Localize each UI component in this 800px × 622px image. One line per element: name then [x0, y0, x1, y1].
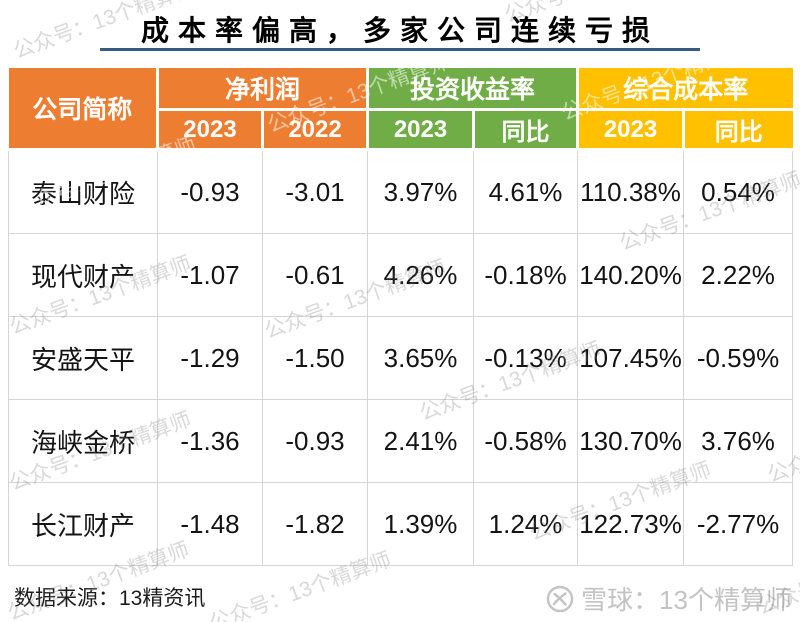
cell-value: -1.29: [157, 316, 263, 400]
subheader-yield-yoy: 同比: [472, 109, 578, 151]
page-title: 成本率偏高，多家公司连续亏损: [140, 15, 659, 46]
cell-value: 1.24%: [473, 482, 579, 566]
cell-value: -1.36: [157, 399, 263, 483]
cell-value: 3.65%: [367, 316, 475, 400]
company-name: 现代财产: [8, 233, 158, 317]
cell-value: 3.97%: [367, 149, 475, 234]
company-name: 海峡金桥: [8, 399, 158, 483]
cell-value: 1.39%: [367, 482, 475, 566]
cell-value: -0.18%: [473, 233, 579, 317]
header-group-investment-yield: 投资收益率: [366, 68, 578, 111]
table-row: 安盛天平 -1.29 -1.50 3.65% -0.13% 107.45% -0…: [8, 316, 794, 400]
cell-value: -0.93: [157, 149, 263, 234]
cell-value: -1.82: [261, 482, 369, 566]
data-source-note: 数据来源：13精资讯: [14, 587, 206, 610]
title-underline: [100, 48, 700, 51]
data-table: 公司简称 净利润 投资收益率 综合成本率 2023 2022 2023 同比 2…: [8, 68, 794, 566]
header-company: 公司简称: [8, 68, 158, 151]
cell-value: -1.48: [157, 482, 263, 566]
cell-value: -0.61: [261, 233, 369, 317]
cell-value: 4.26%: [367, 233, 475, 317]
subheader-yield-2023: 2023: [366, 109, 474, 151]
cell-value: -1.50: [261, 316, 369, 400]
company-name: 安盛天平: [8, 316, 158, 400]
header-group-combined-ratio: 综合成本率: [576, 68, 793, 111]
subheader-net-profit-2022: 2022: [260, 109, 368, 151]
table-row: 泰山财险 -0.93 -3.01 3.97% 4.61% 110.38% 0.5…: [8, 149, 794, 234]
cell-value: -0.93: [261, 399, 369, 483]
cell-value: 2.41%: [367, 399, 475, 483]
cell-value: 107.45%: [577, 316, 685, 400]
header-group-net-profit: 净利润: [155, 68, 368, 111]
cell-value: 140.20%: [577, 233, 685, 317]
company-name: 泰山财险: [8, 149, 158, 234]
cell-value: 2.22%: [683, 233, 794, 317]
cell-value: -0.58%: [473, 399, 579, 483]
cell-value: 122.73%: [577, 482, 685, 566]
table-row: 长江财产 -1.48 -1.82 1.39% 1.24% 122.73% -2.…: [8, 482, 794, 566]
table-row: 现代财产 -1.07 -0.61 4.26% -0.18% 140.20% 2.…: [8, 233, 794, 317]
cell-value: 0.54%: [683, 149, 794, 234]
table-row: 海峡金桥 -1.36 -0.93 2.41% -0.58% 130.70% 3.…: [8, 399, 794, 483]
cell-value: -1.07: [157, 233, 263, 317]
xueqiu-logo-icon: [546, 585, 574, 613]
cell-value: -0.13%: [473, 316, 579, 400]
subheader-ratio-yoy: 同比: [682, 109, 793, 151]
cell-value: -3.01: [261, 149, 369, 234]
subheader-ratio-2023: 2023: [576, 109, 684, 151]
subheader-net-profit-2023: 2023: [156, 109, 263, 151]
cell-value: 4.61%: [473, 149, 579, 234]
brand-label: 雪球：13个精算师: [581, 585, 792, 615]
company-name: 长江财产: [8, 482, 158, 566]
cell-value: 130.70%: [577, 399, 685, 483]
cell-value: 110.38%: [577, 149, 685, 234]
cell-value: -0.59%: [683, 316, 794, 400]
cell-value: -2.77%: [683, 482, 794, 566]
cell-value: 3.76%: [683, 399, 794, 483]
brand-footer: 雪球：13个精算师: [546, 580, 792, 617]
